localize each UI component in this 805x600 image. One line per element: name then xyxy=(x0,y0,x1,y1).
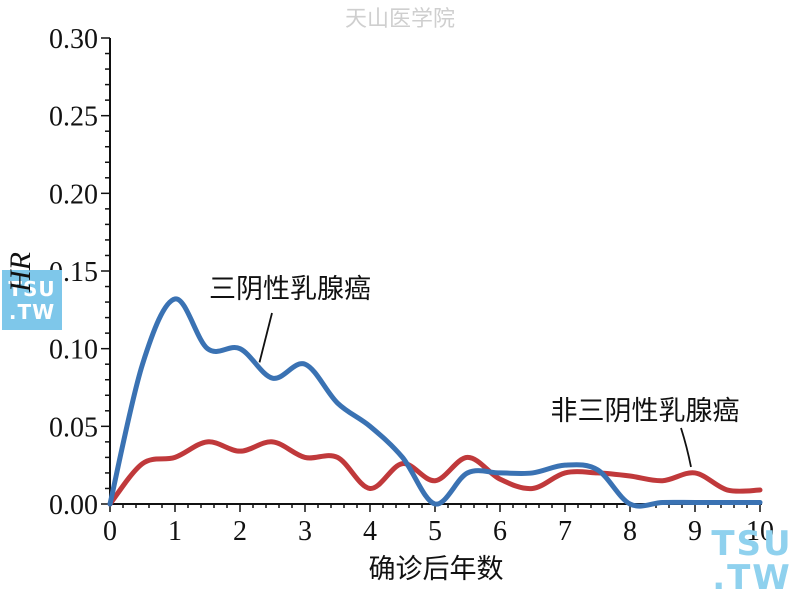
x-tick-label: 7 xyxy=(558,516,572,547)
series-layer xyxy=(107,296,763,509)
series-line-triple-negative xyxy=(107,296,763,509)
logo-line1: TSU xyxy=(8,277,55,301)
logo-badge xyxy=(2,270,62,330)
y-tick-label: 0.00 xyxy=(49,490,98,521)
watermark-text: 天山医学院 xyxy=(345,7,455,32)
series-line-non-triple-negative xyxy=(107,439,763,507)
x-tick-label: 1 xyxy=(168,516,182,547)
x-tick-label: 8 xyxy=(623,516,637,547)
tsu-logo-left: TSU .TW xyxy=(2,270,62,330)
logo-line2: .TW xyxy=(712,558,792,598)
axes: 0.000.050.100.150.200.250.300 1 2 3 4 5 6 7 8 9 10 xyxy=(49,24,774,547)
x-tick-label: 2 xyxy=(233,516,247,547)
leader-line xyxy=(680,427,692,468)
x-tick-label: 4 xyxy=(363,516,377,547)
x-tick-label: 3 xyxy=(298,516,312,547)
leader-line xyxy=(258,312,273,363)
x-tick-label: 9 xyxy=(688,516,702,547)
y-tick-label: 0.10 xyxy=(49,335,98,366)
y-tick-label: 0.05 xyxy=(49,412,98,443)
x-tick-label: 10 xyxy=(746,516,774,547)
tsu-logo-right: TSU .TW xyxy=(711,524,792,598)
logo-line2: .TW xyxy=(9,300,55,324)
x-tick-label: 5 xyxy=(428,516,442,547)
y-tick-label: 0.30 xyxy=(49,24,98,55)
series-label-non-triple-negative: 非三阴性乳腺癌 xyxy=(551,396,740,427)
y-axis-title: HR xyxy=(4,252,37,293)
series-label-triple-negative: 三阴性乳腺癌 xyxy=(209,274,371,305)
y-tick-label: 0.25 xyxy=(49,102,98,133)
y-tick-label: 0.20 xyxy=(49,179,98,210)
logo-line1: TSU xyxy=(711,524,792,564)
x-tick-label: 0 xyxy=(103,516,117,547)
x-tick-label: 6 xyxy=(493,516,507,547)
x-axis-title: 确诊后年数 xyxy=(369,554,504,585)
